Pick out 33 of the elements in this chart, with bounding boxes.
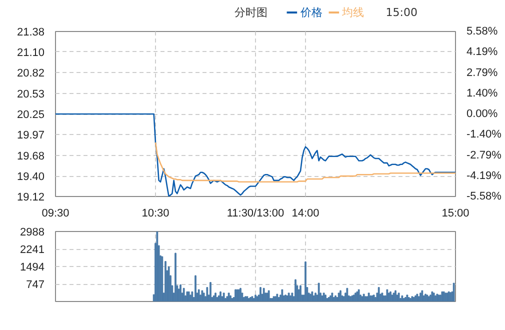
chart-title: 分时图 (234, 6, 268, 19)
line-series (56, 113, 456, 196)
y-tick-label: 20.53 (16, 88, 45, 101)
x-tick-label: 11:30/13:00 (226, 208, 284, 220)
y-tick-label: 20.25 (16, 109, 45, 121)
y-tick-label: 2988 (20, 226, 45, 238)
legend-label: 均线 (341, 6, 364, 19)
y-tick-label: 19.40 (16, 171, 45, 184)
y2-tick-label: -1.40% (466, 128, 502, 141)
y2-tick-label: -4.19% (466, 170, 502, 182)
y-tick-label: 19.12 (16, 192, 45, 204)
y-tick-label: 21.38 (16, 26, 45, 38)
line-series (154, 142, 456, 183)
text: 15:00 (386, 6, 418, 19)
y2-tick-label: 4.19% (466, 46, 498, 58)
y2-tick-label: 1.40% (466, 87, 498, 100)
legend-label: 价格 (299, 6, 322, 19)
y-tick-label: 19.68 (16, 150, 45, 163)
y2-tick-label: -2.79% (466, 149, 502, 162)
y-tick-label: 1494 (20, 262, 45, 274)
y2-tick-label: -5.58% (466, 190, 502, 202)
x-tick-label: 10:30 (142, 208, 170, 220)
y-tick-label: 21.10 (16, 46, 45, 59)
x-tick-label: 09:30 (42, 208, 70, 220)
y2-tick-label: 0.00% (466, 108, 498, 120)
x-tick-label: 15:00 (442, 208, 470, 220)
y2-tick-label: 2.79% (466, 66, 498, 79)
y-tick-label: 20.82 (16, 67, 45, 80)
y-tick-label: 19.97 (16, 129, 45, 142)
y-tick-label: 2241 (20, 244, 45, 256)
y2-tick-label: 5.58% (466, 26, 498, 38)
y-tick-label: 747 (26, 279, 45, 291)
x-tick-label: 14:00 (292, 208, 320, 220)
